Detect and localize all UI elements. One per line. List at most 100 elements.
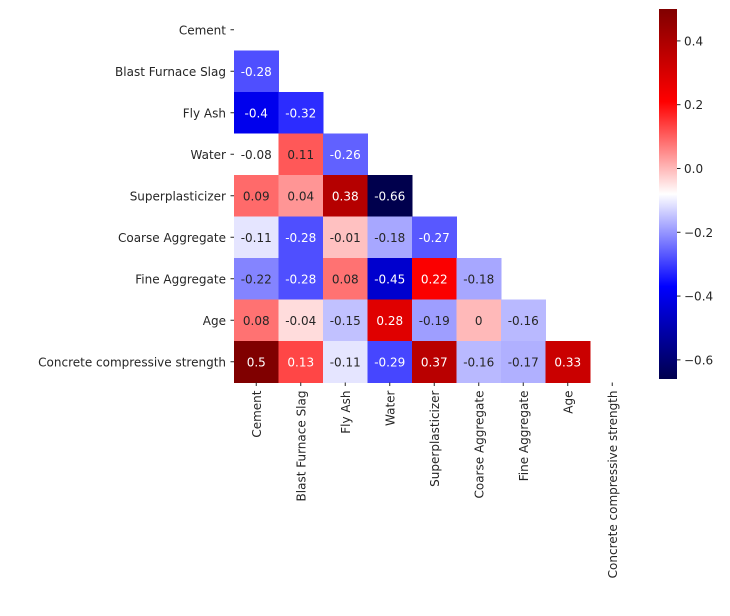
y-tick-label: Superplasticizer [130,189,226,203]
heatmap-cell [323,175,368,217]
y-tick-label: Fly Ash [183,106,226,120]
heatmap-cell [367,175,413,217]
cell-value-label: -0.28 [285,231,316,245]
heatmap-cell [456,299,502,342]
colorbar-tick-label: 0.0 [684,162,703,176]
heatmap-cell [234,175,279,217]
colorbar-tick-label: −0.2 [684,226,713,240]
heatmap-cell [278,133,324,176]
y-tick-label: Concrete compressive strength [38,355,226,369]
cell-value-label: -0.16 [508,314,539,328]
heatmap-cell [278,258,324,300]
cell-value-label: 0.33 [554,355,581,369]
heatmap-cell [323,341,368,383]
heatmap-cell [323,299,368,342]
heatmap-cell [323,258,368,300]
heatmap-cell [234,299,279,342]
cell-value-label: -0.32 [285,106,316,120]
cell-value-label: 0.37 [421,355,448,369]
x-tick-label: Blast Furnace Slag [294,391,308,502]
colorbar-tick-label: 0.4 [684,34,703,48]
heatmap-cell [234,216,279,259]
x-tick-label: Cement [250,390,264,437]
x-tick-labels: Cement Blast Furnace Slag Fly Ash Water Supe… [250,382,620,579]
cell-value-label: -0.15 [330,314,361,328]
y-tick-label: Blast Furnace Slag [115,65,226,79]
colorbar-tick-label: −0.6 [684,353,713,367]
cell-value-label: 0.5 [247,355,266,369]
heatmap-cell [278,299,324,342]
heatmap-cell [367,258,413,300]
x-tick-label: Water [383,390,397,426]
y-tick-label: Water [191,148,227,162]
heatmap-cell [278,175,324,217]
cell-value-label: 0.22 [421,272,448,286]
cell-value-label: -0.28 [285,272,316,286]
heatmap-cell [456,258,502,300]
cell-value-label: 0.11 [287,148,314,162]
cell-value-label: -0.18 [374,231,405,245]
cell-value-label: -0.45 [374,272,405,286]
y-tick-label: Coarse Aggregate [118,231,226,245]
heatmap-cells: -0.28 -0.4 -0.32 -0.08 0.11 -0.26 0.09 0.04 0.38… [234,50,591,383]
heatmap-cell [278,92,324,134]
cell-value-label: -0.4 [245,106,268,120]
heatmap-cell [367,299,413,342]
heatmap-cell [278,341,324,383]
heatmap-cell [367,341,413,383]
cell-value-label: -0.16 [463,355,494,369]
cell-value-label: -0.17 [508,355,539,369]
cell-value-label: 0.09 [243,189,270,203]
cell-value-label: 0 [475,314,483,328]
cell-value-label: 0.04 [287,189,314,203]
cell-value-label: -0.01 [330,231,361,245]
y-tick-labels: Cement Blast Furnace Slag Fly Ash Water Supe… [38,23,234,369]
heatmap-cell [323,133,368,176]
colorbar-gradient [659,9,677,379]
heatmap-cell [501,341,546,383]
x-tick-label: Fly Ash [339,391,353,434]
colorbar: 0.4 0.2 0.0 −0.2 −0.4 −0.6 [659,9,713,379]
x-tick-label: Superplasticizer [428,390,442,486]
cell-value-label: 0.28 [376,314,403,328]
cell-value-label: -0.26 [330,148,361,162]
cell-value-label: -0.29 [374,355,405,369]
heatmap-cell [234,258,279,300]
heatmap-cell [323,216,368,259]
cell-value-label: -0.11 [330,355,361,369]
cell-value-label: -0.04 [285,314,316,328]
heatmap-cell [545,341,591,383]
heatmap-cell [412,216,457,259]
cell-value-label: 0.13 [287,355,314,369]
heatmap-cell [234,50,279,93]
x-tick-label: Age [561,391,575,414]
heatmap-cell [234,133,279,176]
cell-value-label: -0.22 [241,272,272,286]
cell-value-label: -0.27 [419,231,450,245]
cell-value-label: -0.11 [241,231,272,245]
heatmap-cell [234,341,279,383]
y-tick-label: Cement [179,23,226,37]
cell-value-label: -0.28 [241,65,272,79]
y-tick-label: Age [203,314,226,328]
x-tick-label: Fine Aggregate [517,391,531,482]
cell-value-label: 0.38 [332,189,359,203]
heatmap-cell [234,92,279,134]
cell-value-label: -0.19 [419,314,450,328]
heatmap-cell [501,299,546,342]
y-tick-label: Fine Aggregate [135,272,226,286]
cell-value-label: -0.66 [374,189,405,203]
cell-value-label: -0.08 [241,148,272,162]
heatmap-cell [412,258,457,300]
cell-value-label: 0.08 [243,314,270,328]
heatmap-cell [456,341,502,383]
heatmap-cell [412,299,457,342]
heatmap-cell [278,216,324,259]
x-tick-label: Concrete compressive strength [606,391,620,579]
colorbar-tick-label: 0.2 [684,98,703,112]
heatmap-cell [367,216,413,259]
cell-value-label: 0.08 [332,272,359,286]
colorbar-tick-label: −0.4 [684,290,713,304]
x-tick-label: Coarse Aggregate [472,391,486,499]
